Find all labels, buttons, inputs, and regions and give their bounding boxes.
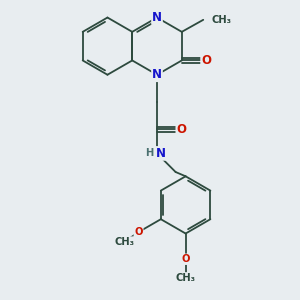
Text: O: O	[134, 227, 143, 237]
Text: N: N	[152, 68, 162, 81]
Text: N: N	[152, 11, 162, 24]
Text: N: N	[156, 147, 166, 160]
Text: O: O	[182, 254, 190, 264]
Text: O: O	[176, 123, 186, 136]
Text: CH₃: CH₃	[114, 237, 134, 247]
Text: O: O	[201, 54, 211, 67]
Text: H: H	[145, 148, 153, 158]
Text: CH₃: CH₃	[176, 273, 196, 283]
Text: CH₃: CH₃	[212, 15, 232, 25]
